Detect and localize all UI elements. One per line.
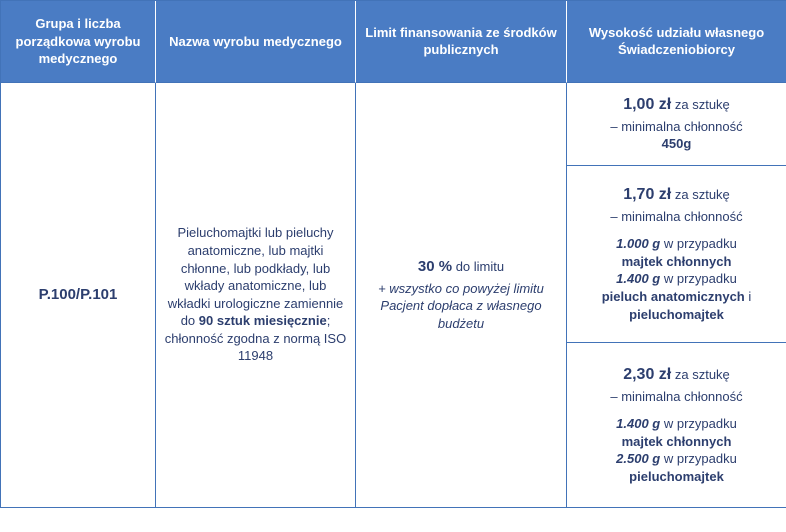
header-col4: Wysokość udziału własnego Świadczeniobio… (567, 1, 786, 83)
header-col1: Grupa i liczba porządkowa wyrobu medyczn… (1, 1, 156, 83)
product-desc-2: chłonność zgodna z normą ISO 11948 (165, 331, 346, 364)
product-desc-sep: ; (327, 313, 331, 328)
absorb-2-t2c: i (748, 289, 751, 304)
limit-row-2: 1,70 zł za sztukę – minimalna chłonność … (567, 166, 786, 343)
header-col3: Limit finansowania ze środków publicznyc… (356, 1, 567, 83)
share-suffix: do limitu (456, 259, 504, 274)
price-3: 2,30 zł (623, 366, 671, 383)
absorb-2-label: – minimalna chłonność (610, 208, 742, 226)
absorb-3-v1: 1.400 g (616, 416, 660, 431)
price-2: 1,70 zł (623, 186, 671, 203)
share-note: + wszystko co powyżej limitu Pacjent dop… (364, 280, 558, 333)
absorb-3-label: – minimalna chłonność (610, 388, 742, 406)
absorb-2-t1a: w przypadku (664, 236, 737, 251)
absorb-3-t1a: w przypadku (664, 416, 737, 431)
share-percent: 30 % (418, 258, 452, 275)
absorb-2-t1b: majtek chłonnych (622, 253, 732, 271)
price-2-suffix: za sztukę (675, 187, 730, 202)
absorb-2-v1: 1.000 g (616, 236, 660, 251)
price-3-suffix: za sztukę (675, 367, 730, 382)
group-code: P.100/P.101 (1, 83, 156, 508)
absorb-1-value: 450g (662, 135, 692, 153)
absorb-1-label: – minimalna chłonność (610, 118, 742, 136)
header-col2: Nazwa wyrobu medycznego (156, 1, 356, 83)
absorb-3-t1b: majtek chłonnych (622, 433, 732, 451)
product-name: Pieluchomajtki lub pieluchy anatomiczne,… (156, 83, 356, 508)
absorb-2-v2: 1.400 g (616, 271, 660, 286)
reimbursement-table: Grupa i liczba porządkowa wyrobu medyczn… (0, 0, 786, 508)
product-desc-bold: 90 sztuk miesięcznie (199, 313, 327, 328)
patient-share: 30 % do limitu + wszystko co powyżej lim… (356, 83, 567, 508)
price-1-suffix: za sztukę (675, 97, 730, 112)
absorb-3-v2: 2.500 g (616, 451, 660, 466)
absorb-2-t2a: w przypadku (664, 271, 737, 286)
absorb-2-t2b: pieluch anatomicznych (602, 289, 745, 304)
limit-row-3: 2,30 zł za sztukę – minimalna chłonność … (567, 343, 786, 508)
limit-row-1: 1,00 zł za sztukę – minimalna chłonność … (567, 83, 786, 166)
absorb-2-t2d: pieluchomajtek (629, 306, 724, 324)
price-1: 1,00 zł (623, 96, 671, 113)
absorb-3-t2a: w przypadku (664, 451, 737, 466)
absorb-3-t2b: pieluchomajtek (629, 468, 724, 486)
